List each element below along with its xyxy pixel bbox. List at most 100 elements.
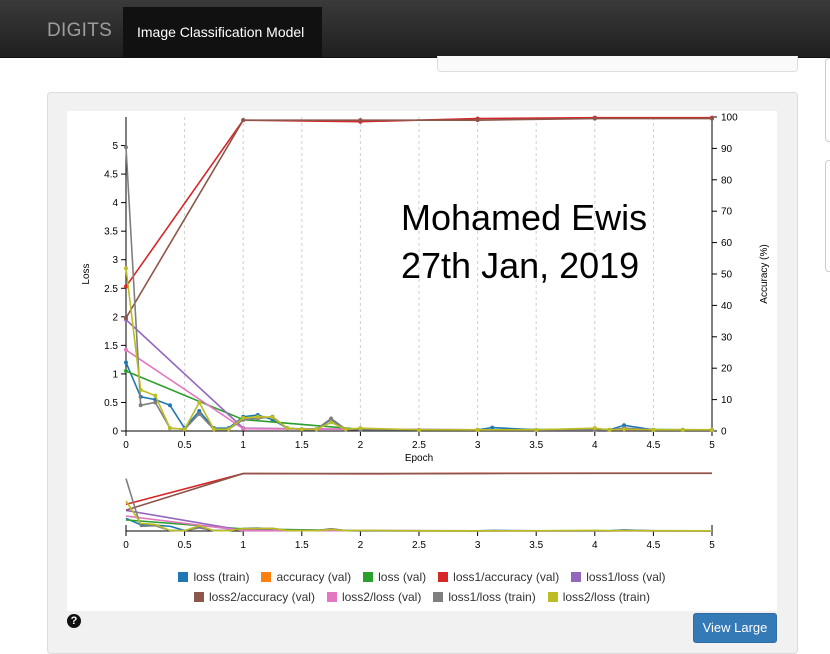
x-tick-label: 3.5 — [529, 440, 543, 451]
x-tick-label: 3 — [475, 440, 481, 451]
data-point — [329, 420, 334, 425]
legend-item[interactable]: loss1/loss (val) — [571, 570, 666, 584]
y-axis-label: Loss — [81, 263, 92, 284]
data-point — [241, 118, 246, 123]
data-point — [255, 414, 260, 419]
data-point — [680, 427, 685, 432]
data-point — [197, 409, 202, 414]
y-tick-label: 3 — [112, 255, 118, 266]
y-tick-label: 0.5 — [104, 398, 118, 409]
data-point — [314, 427, 319, 432]
y-tick-label: 1 — [112, 369, 118, 380]
context-x-tick-label: 1.5 — [295, 540, 309, 551]
data-point — [124, 360, 128, 365]
data-point — [329, 416, 334, 421]
context-x-tick-label: 2 — [358, 540, 364, 551]
data-point — [710, 427, 714, 432]
context-x-tick-label: 4.5 — [646, 540, 660, 551]
legend-row: loss2/accuracy (val) loss2/loss (val) loss… — [67, 587, 777, 607]
y-tick-label: 3.5 — [104, 227, 118, 238]
data-point — [153, 393, 158, 398]
view-large-button[interactable]: View Large — [693, 613, 777, 643]
context-series-line — [125, 500, 712, 532]
x-tick-label: 1 — [240, 440, 246, 451]
chart-annotation-line2: 27th Jan, 2019 — [401, 245, 639, 286]
data-point — [710, 116, 714, 121]
x-tick-label: 0 — [123, 440, 129, 451]
help-icon[interactable]: ? — [67, 614, 81, 628]
y-tick-label: 2 — [112, 312, 118, 323]
y2-tick-label: 70 — [721, 207, 733, 218]
legend-item[interactable]: loss1/accuracy (val) — [438, 570, 559, 584]
data-point — [153, 400, 158, 405]
context-x-tick-label: 3.5 — [529, 540, 543, 551]
data-point — [124, 145, 128, 150]
data-point — [475, 118, 480, 123]
legend-label: loss2/loss (val) — [341, 590, 422, 604]
data-point — [197, 400, 202, 405]
data-point — [651, 427, 656, 432]
legend-item[interactable]: loss1/loss (train) — [433, 590, 536, 604]
series-line — [125, 117, 712, 319]
legend-swatch — [438, 572, 449, 582]
data-point — [622, 427, 627, 432]
legend-item[interactable]: loss2/loss (train) — [547, 590, 650, 604]
legend-label: loss1/accuracy (val) — [453, 570, 560, 584]
y-tick-label: 4.5 — [104, 170, 118, 181]
legend-swatch — [178, 572, 189, 582]
x-tick-label: 5 — [709, 440, 715, 451]
context-x-tick-label: 4 — [592, 540, 598, 551]
legend-item[interactable]: loss (train) — [178, 570, 249, 584]
legend-label: loss1/loss (train) — [448, 590, 536, 604]
legend-swatch — [363, 572, 374, 582]
legend-row: loss (train) accuracy (val) loss (val) loss… — [67, 567, 777, 587]
legend-label: accuracy (val) — [276, 570, 352, 584]
data-point — [358, 118, 363, 123]
data-point — [167, 403, 172, 408]
legend-item[interactable]: loss (val) — [363, 570, 426, 584]
y-tick-label: 2.5 — [104, 284, 118, 295]
context-x-tick-label: 5 — [709, 540, 715, 551]
data-point — [417, 427, 421, 432]
data-point — [138, 387, 143, 392]
data-point — [607, 427, 612, 432]
series-line — [125, 268, 712, 431]
data-point — [270, 415, 275, 420]
legend-item[interactable]: loss2/loss (val) — [326, 590, 422, 604]
right-side-panel-edge-2 — [825, 160, 830, 272]
legend-item[interactable]: loss2/accuracy (val) — [193, 590, 315, 604]
brand-logo[interactable]: DIGITS — [47, 20, 113, 41]
chart-annotation-line1: Mohamed Ewis — [401, 197, 647, 238]
nav-item-label: Image Classification Model — [137, 24, 305, 40]
data-point — [167, 426, 172, 431]
x-tick-label: 4 — [592, 440, 598, 451]
y2-tick-label: 80 — [721, 175, 733, 186]
x-tick-label: 2.5 — [412, 440, 426, 451]
legend-item[interactable]: accuracy (val) — [261, 570, 351, 584]
data-point — [124, 266, 128, 271]
context-series-line — [125, 515, 712, 532]
legend-label: loss1/loss (val) — [586, 570, 666, 584]
context-x-tick-label: 1 — [240, 540, 246, 551]
training-chart[interactable]: 0 0.5 1 1.5 2 2.5 3 3.5 4 4.5 500.511.522.533.544.… — [67, 111, 777, 567]
context-x-tick-label: 0.5 — [178, 540, 192, 551]
y2-tick-label: 90 — [721, 144, 733, 155]
y2-tick-label: 40 — [721, 301, 733, 312]
data-point — [124, 347, 128, 352]
data-point — [124, 315, 128, 320]
legend-swatch — [433, 592, 444, 602]
data-point — [138, 403, 143, 408]
nav-item-active[interactable]: Image Classification Model — [123, 7, 322, 57]
y2-axis-label: Accuracy (%) — [759, 244, 770, 303]
x-tick-label: 4.5 — [646, 440, 660, 451]
legend-label: loss (train) — [193, 570, 250, 584]
legend-swatch — [326, 592, 337, 602]
data-point — [622, 423, 627, 428]
data-point — [285, 426, 290, 431]
context-series-line — [125, 517, 712, 532]
data-point — [124, 284, 128, 289]
data-point — [343, 427, 348, 432]
legend-label: loss (val) — [378, 570, 427, 584]
context-x-tick-label: 3 — [475, 540, 481, 551]
chart-legend: loss (train) accuracy (val) loss (val) loss… — [67, 567, 777, 607]
